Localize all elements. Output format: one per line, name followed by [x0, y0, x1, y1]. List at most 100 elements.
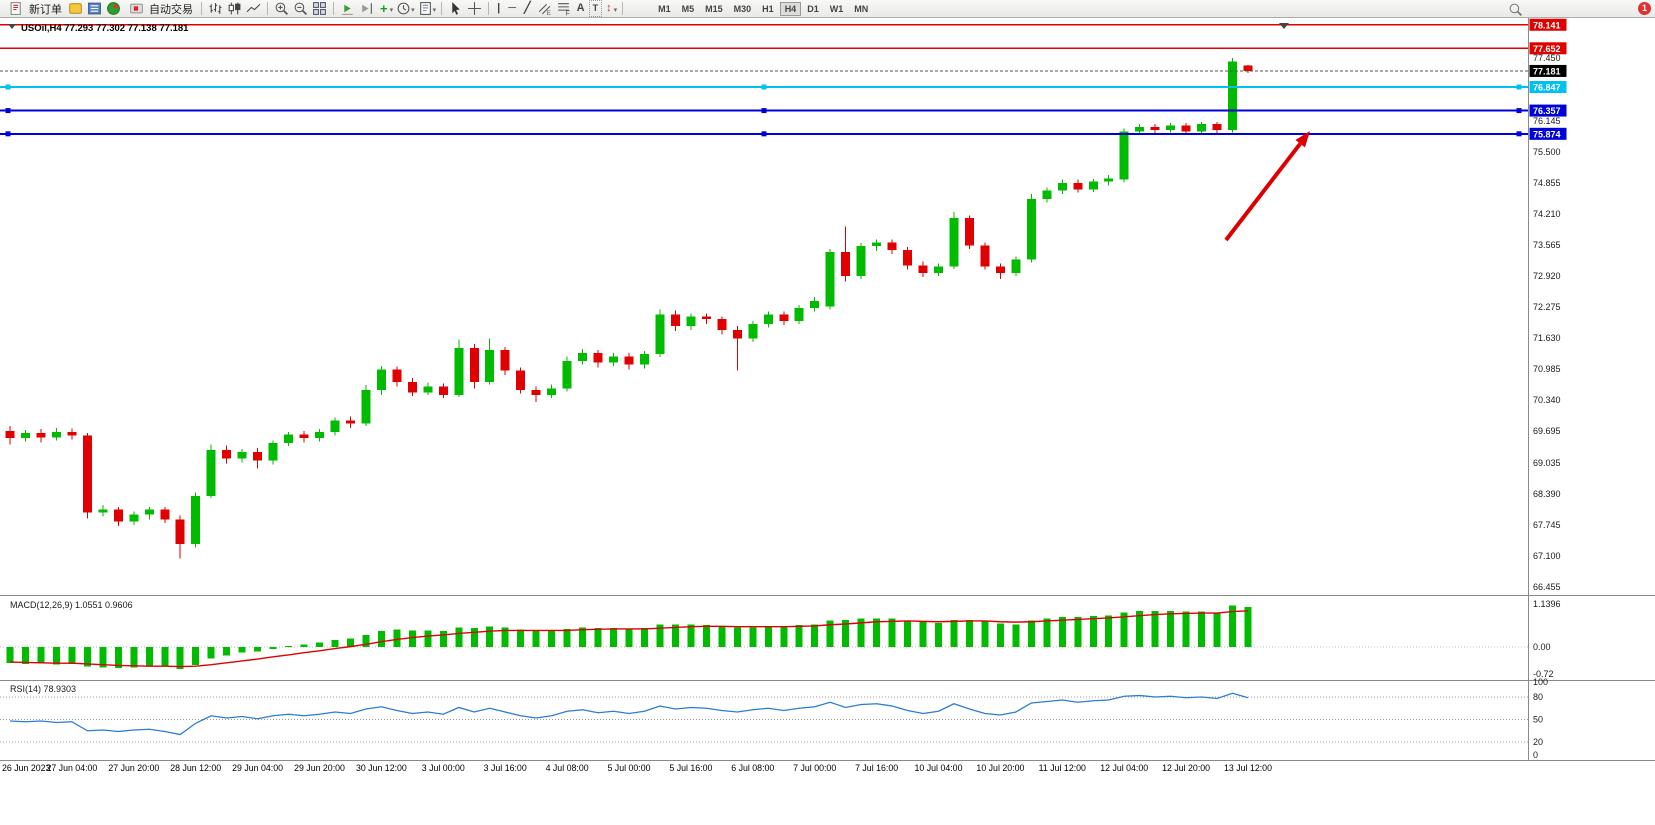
timeframe-button-m15[interactable]: M15 [700, 2, 728, 16]
macd-bar [780, 626, 788, 647]
line-handle[interactable] [761, 84, 767, 90]
data-window-icon[interactable] [87, 1, 102, 16]
time-axis-label: 29 Jun 20:00 [294, 763, 345, 773]
candle-body [191, 495, 201, 544]
cursor-icon[interactable] [448, 1, 463, 16]
time-axis-label: 3 Jul 16:00 [484, 763, 527, 773]
candle-body [485, 350, 495, 382]
arrows-tool[interactable]: ↕ [606, 2, 612, 14]
trendline-tool[interactable]: ╱ [524, 2, 531, 14]
time-axis-label: 12 Jul 04:00 [1100, 763, 1148, 773]
new-order-button[interactable]: 新订单 [3, 1, 66, 17]
price-axis-label: 75.500 [1533, 147, 1561, 157]
zoom-out-icon[interactable] [293, 1, 308, 16]
community-icon[interactable] [106, 1, 121, 16]
candle-body [175, 519, 185, 544]
time-axis-label: 13 Jul 12:00 [1224, 763, 1272, 773]
macd-bar [300, 644, 308, 647]
text-tool[interactable]: A [576, 2, 585, 14]
line-handle[interactable] [1516, 108, 1522, 114]
candle-body [407, 381, 417, 393]
candle-body [856, 246, 866, 276]
macd-bar [563, 628, 571, 647]
timeframe-button-h4[interactable]: H4 [779, 1, 802, 16]
macd-bar [517, 629, 525, 647]
line-handle[interactable] [5, 131, 11, 137]
line-chart-icon[interactable] [246, 1, 261, 16]
candle-body [423, 386, 433, 393]
auto-trading-icon [130, 3, 143, 14]
periods-clock-icon[interactable] [396, 1, 411, 16]
trend-arrow[interactable] [1224, 142, 1302, 242]
macd-bar [811, 624, 819, 647]
candle-body [253, 452, 263, 461]
macd-bar [919, 622, 927, 647]
bar-chart-icon[interactable] [208, 1, 223, 16]
line-handle[interactable] [5, 108, 11, 114]
chevron-down-icon[interactable]: ▾ [613, 6, 618, 14]
trend-arrow-head[interactable] [1295, 131, 1310, 148]
crosshair-icon[interactable] [467, 1, 482, 16]
timeframe-button-h1[interactable]: H1 [757, 2, 779, 16]
price-badge-label: 75.874 [1533, 129, 1561, 139]
macd-axis-label: -0.72 [1533, 669, 1554, 679]
candle-body [500, 350, 510, 371]
new-order-icon [10, 2, 21, 15]
price-axis-label: 68.390 [1533, 489, 1561, 499]
line-handle[interactable] [5, 84, 11, 90]
macd-bar [749, 627, 757, 647]
price-badge [1529, 127, 1567, 140]
timeframe-button-m30[interactable]: M30 [729, 2, 757, 16]
notification-badge[interactable]: 1 [1638, 2, 1651, 15]
macd-bar [424, 630, 432, 647]
macd-bar [718, 626, 726, 647]
tile-windows-icon[interactable] [312, 1, 327, 16]
add-indicator-button[interactable]: + [380, 1, 388, 16]
price-axis-label: 72.275 [1533, 302, 1561, 312]
horizontal-line-tool[interactable]: ─ [508, 2, 517, 14]
candle-body [1088, 181, 1098, 190]
fibonacci-icon[interactable]: F [556, 1, 571, 16]
candlestick-chart-icon[interactable] [227, 1, 242, 16]
time-axis-label: 27 Jun 04:00 [46, 763, 97, 773]
line-handle[interactable] [1516, 131, 1522, 137]
timeframe-button-mn[interactable]: MN [849, 2, 873, 16]
candle-body [1042, 190, 1052, 199]
macd-bar [1167, 610, 1175, 647]
timeframe-button-m5[interactable]: M5 [677, 2, 700, 16]
vertical-line-tool[interactable]: | [497, 2, 501, 14]
macd-bar [1151, 610, 1159, 647]
template-icon[interactable] [418, 1, 433, 16]
macd-bar [346, 638, 354, 647]
line-handle[interactable] [1516, 84, 1522, 90]
line-handle[interactable] [761, 108, 767, 114]
chevron-down-icon[interactable]: ▾ [432, 6, 437, 14]
candle-body [825, 251, 835, 307]
auto-trading-label: 自动交易 [149, 3, 193, 16]
candle-body [593, 352, 603, 363]
candle-body [670, 314, 680, 326]
auto-scroll-icon[interactable] [340, 1, 355, 16]
metaeditor-icon[interactable] [68, 1, 83, 16]
timeframe-button-w1[interactable]: W1 [825, 2, 849, 16]
equidistant-channel-icon[interactable]: E [537, 1, 552, 16]
chart-shift-icon[interactable] [359, 1, 374, 16]
chart-canvas[interactable]: USOil,H4 77.293 77.302 77.138 77.181 77.4… [0, 18, 1655, 825]
macd-bar [362, 634, 370, 647]
line-handle[interactable] [761, 131, 767, 137]
macd-bar [99, 647, 107, 668]
macd-bar [1182, 611, 1190, 647]
candle-body [345, 420, 355, 424]
auto-trading-button[interactable]: 自动交易 [123, 1, 197, 17]
text-label-tool[interactable]: T [588, 0, 603, 17]
timeframe-button-m1[interactable]: M1 [653, 2, 676, 16]
chart-shift-marker[interactable] [1279, 23, 1289, 29]
search-icon[interactable] [1508, 2, 1523, 17]
chevron-down-icon[interactable]: ▾ [411, 6, 415, 14]
chevron-down-icon[interactable]: ▾ [389, 6, 394, 14]
timeframe-button-d1[interactable]: D1 [802, 2, 824, 16]
candle-body [129, 514, 139, 522]
zoom-in-icon[interactable] [274, 1, 289, 16]
one-click-trading-icon[interactable] [8, 24, 16, 29]
